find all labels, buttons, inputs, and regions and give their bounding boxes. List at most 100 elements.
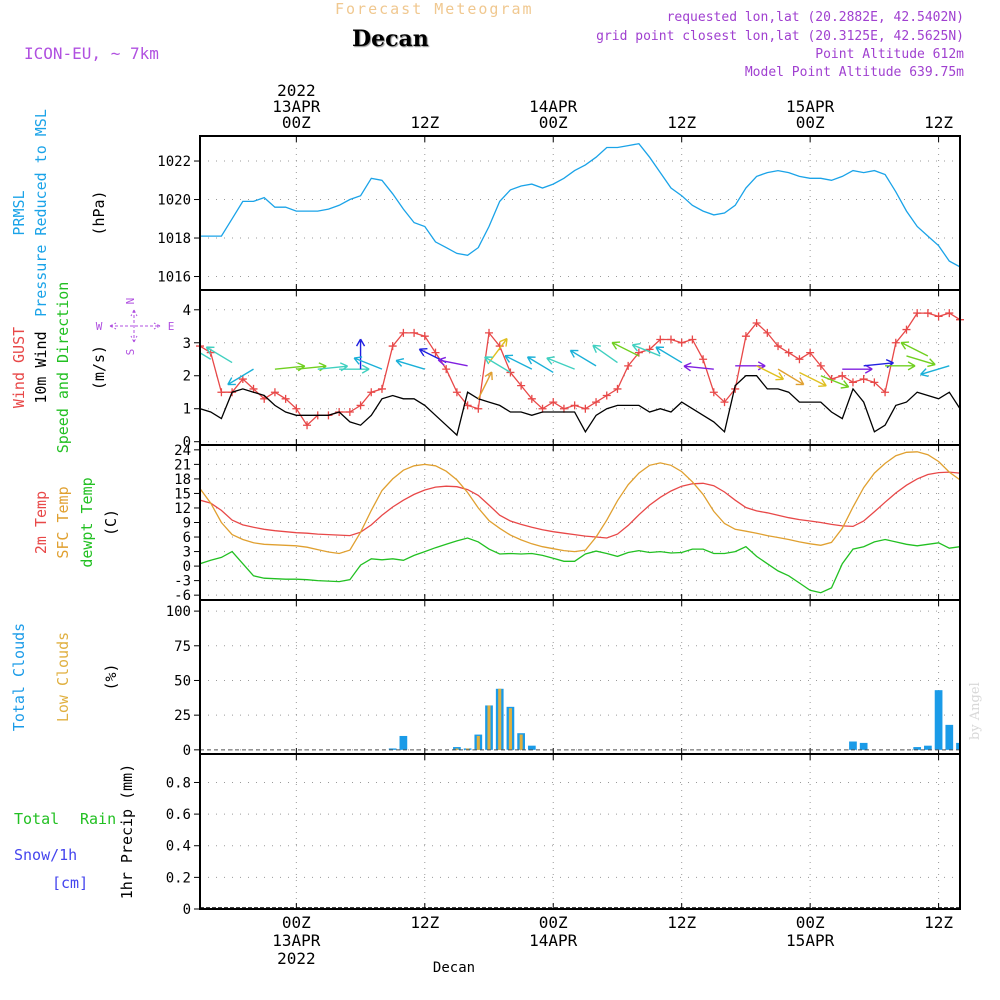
- y-tick-label: 25: [174, 708, 191, 724]
- series-line: [200, 375, 960, 437]
- wind-arrow: [799, 371, 827, 388]
- gust-marker: [666, 335, 675, 344]
- gust-marker: [656, 335, 665, 344]
- total-cloud-bar: [956, 742, 960, 750]
- total-cloud-bar: [527, 745, 536, 750]
- gust-marker: [431, 348, 440, 357]
- total-cloud-bar: [399, 735, 408, 750]
- y-tick-label: 1: [183, 402, 191, 418]
- bottom-time-label: 15APR: [786, 931, 835, 950]
- wind-arrow: [546, 356, 575, 370]
- gust-marker: [688, 335, 697, 344]
- gust-marker: [838, 371, 847, 380]
- wind-arrow: [900, 341, 929, 357]
- gust-marker: [474, 404, 483, 413]
- y-tick-label: 0.4: [166, 839, 191, 855]
- bottom-time-label: 14APR: [529, 931, 578, 950]
- gust-marker: [367, 388, 376, 397]
- low-clouds-label: Low Clouds: [54, 632, 72, 722]
- gust-marker: [549, 398, 558, 407]
- low-cloud-bar: [466, 748, 470, 750]
- pressure-unit-label: (hPa): [90, 190, 108, 235]
- wind-arrow: [355, 338, 366, 370]
- top-time-label: 00Z: [539, 113, 568, 132]
- y-tick-label: 100: [166, 604, 191, 620]
- wind-label: 10m Wind: [32, 331, 50, 403]
- wind-arrow: [777, 368, 805, 386]
- gust-marker: [399, 328, 408, 337]
- pressure-label: Pressure Reduced to MSL: [32, 109, 50, 317]
- total-clouds-label: Total Clouds: [10, 623, 28, 731]
- y-tick-label: 15: [174, 486, 191, 502]
- total-cloud-bar: [849, 741, 857, 750]
- wind-arrow: [504, 354, 533, 370]
- wind-arrow: [205, 346, 233, 364]
- gust-label: Wind GUST: [10, 327, 28, 408]
- y-tick-label: 0.6: [166, 807, 191, 823]
- gust-marker: [795, 355, 804, 364]
- wind-arrow: [655, 346, 683, 364]
- sfc-temp-label: SFC Temp: [54, 486, 72, 558]
- bottom-time-label: 00Z: [282, 913, 311, 932]
- gust-marker: [913, 309, 922, 318]
- y-tick-label: 1022: [157, 154, 191, 170]
- wind-arrow: [756, 365, 785, 381]
- model-label: ICON-EU, ~ 7km: [24, 44, 159, 63]
- location-name: Decan: [352, 26, 429, 52]
- wind-arrow: [569, 349, 597, 367]
- top-time-label: 00Z: [796, 113, 825, 132]
- panel-border: [199, 753, 961, 910]
- top-time-label: 13APR: [272, 97, 321, 116]
- gust-marker: [281, 394, 290, 403]
- y-tick-label: 50: [174, 673, 191, 689]
- bottom-time-label: 12Z: [667, 913, 696, 932]
- y-tick-label: 1016: [157, 270, 191, 286]
- total-cloud-bar: [988, 646, 996, 750]
- y-tick-label: 12: [174, 501, 191, 517]
- wind-arrow: [526, 356, 554, 374]
- gust-marker: [410, 328, 419, 337]
- bottom-time-label: 00Z: [539, 913, 568, 932]
- wind-unit-label: (m/s): [90, 345, 108, 390]
- y-tick-label: 1018: [157, 231, 191, 247]
- gust-marker: [570, 401, 579, 410]
- gust-marker: [934, 312, 943, 321]
- gust-marker: [763, 328, 772, 337]
- gust-marker: [923, 309, 932, 318]
- top-time-label: 14APR: [529, 97, 578, 116]
- y-tick-label: 18: [174, 472, 191, 488]
- y-tick-label: -3: [174, 574, 191, 590]
- low-cloud-bar: [487, 705, 491, 750]
- bottom-time-label: 12Z: [410, 913, 439, 932]
- wind-arrow: [437, 356, 468, 367]
- y-tick-label: -6: [174, 588, 191, 604]
- y-tick-label: 0: [183, 743, 191, 759]
- wind-arrow: [227, 368, 254, 386]
- gust-marker: [581, 404, 590, 413]
- gust-marker: [752, 318, 761, 327]
- grid-point-coordinates: grid point closest lon,lat (20.3125E, 42…: [596, 29, 964, 44]
- gust-marker: [345, 408, 354, 417]
- meteogram-title: Forecast Meteogram: [335, 0, 534, 18]
- y-tick-label: 0: [183, 559, 191, 575]
- gust-marker: [517, 381, 526, 390]
- gust-marker: [945, 309, 954, 318]
- panel-pressure: 1016 1018 1020 1022 PRMSL Pressure Reduced to…: [10, 109, 961, 317]
- series-line: [200, 471, 960, 539]
- wind-arrow: [353, 356, 383, 370]
- low-cloud-bar: [455, 748, 459, 750]
- bottom-time-label: 12Z: [924, 913, 953, 932]
- compass-n: N: [124, 298, 137, 305]
- low-cloud-bar: [498, 688, 502, 750]
- footer-location-label: Decan: [433, 960, 475, 976]
- series-line: [200, 451, 960, 555]
- gust-marker: [527, 394, 536, 403]
- gust-marker: [356, 401, 365, 410]
- panel-clouds: 0 25 50 75 100 Total Clouds Low Clouds (%): [10, 599, 996, 759]
- gust-marker: [806, 348, 815, 357]
- gust-marker: [592, 398, 601, 407]
